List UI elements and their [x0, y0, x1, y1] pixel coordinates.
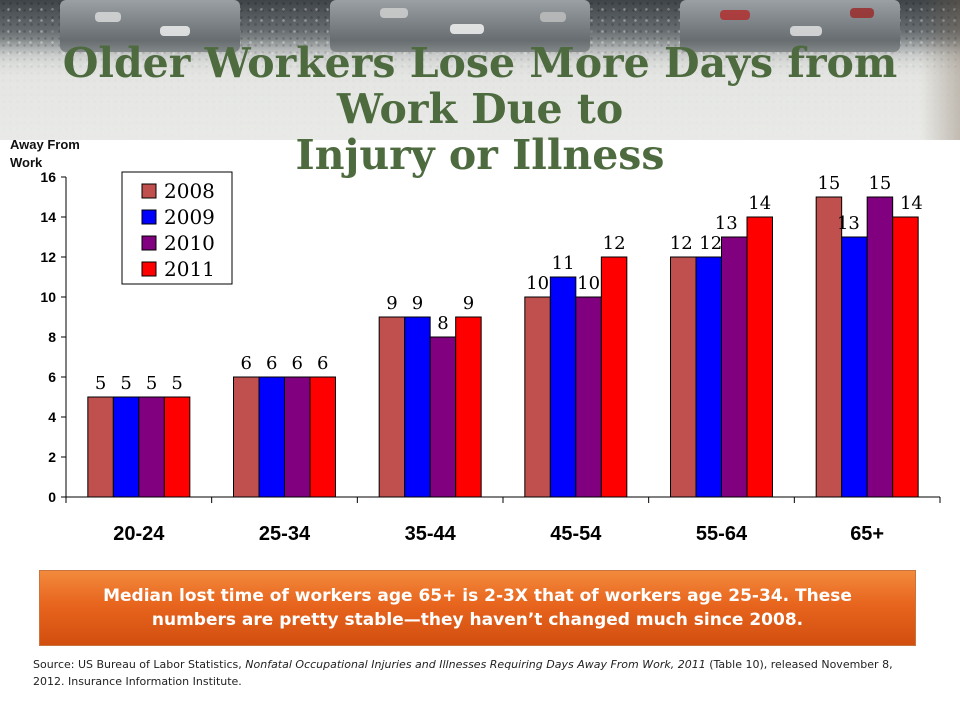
source-prefix: Source: US Bureau of Labor Statistics, — [33, 658, 246, 671]
legend-label-2010: 2010 — [164, 231, 215, 255]
bar-2010-45-54 — [575, 296, 602, 498]
legend-swatch-2008 — [141, 183, 157, 199]
y-tick-label: 2 — [48, 449, 56, 465]
y-tick-label: 14 — [40, 209, 56, 225]
y-tick-label: 10 — [40, 289, 56, 305]
bar-2008-25-34 — [233, 376, 260, 498]
bar-2009-35-44 — [404, 316, 431, 498]
bar-2011-45-54 — [600, 256, 628, 498]
data-label: 9 — [412, 293, 423, 314]
bar-2008-65+ — [815, 196, 843, 498]
source-suffix: (Table 10), released November 8, 2012. I… — [33, 658, 893, 688]
data-label: 6 — [317, 353, 328, 374]
bar-2009-20-24 — [112, 396, 140, 498]
data-label: 8 — [437, 313, 448, 334]
x-tick-label: 45-54 — [550, 523, 602, 545]
bar-2009-65+ — [841, 236, 868, 498]
y-tick-label: 0 — [48, 489, 56, 505]
x-tick-label: 55-64 — [696, 523, 748, 545]
data-label: 6 — [241, 353, 252, 374]
source-publication: Nonfatal Occupational Injuries and Illne… — [245, 658, 706, 671]
bar-2011-25-34 — [309, 376, 336, 498]
data-label: 12 — [670, 233, 693, 254]
y-tick-label: 8 — [48, 329, 56, 345]
data-label: 13 — [837, 213, 860, 234]
x-tick-label: 65+ — [850, 523, 884, 545]
data-label: 13 — [715, 213, 738, 234]
data-label: 14 — [748, 193, 771, 214]
bar-2010-25-34 — [284, 376, 311, 498]
data-label: 6 — [292, 353, 303, 374]
header-banner-image — [0, 0, 960, 140]
bar-2011-35-44 — [455, 316, 482, 498]
data-label: 15 — [868, 173, 891, 194]
x-tick-label: 35-44 — [405, 523, 457, 545]
data-label: 9 — [386, 293, 397, 314]
data-label: 15 — [817, 173, 840, 194]
legend-label-2009: 2009 — [164, 205, 215, 229]
bar-2009-45-54 — [549, 276, 577, 498]
data-label: 5 — [95, 373, 106, 394]
source-note: Source: US Bureau of Labor Statistics, N… — [33, 656, 913, 690]
slide-title-line-2: Injury or Illness — [295, 131, 665, 179]
bar-2009-55-64 — [695, 256, 722, 498]
bar-2010-20-24 — [138, 396, 165, 498]
bar-2011-55-64 — [746, 216, 773, 498]
bar-2008-45-54 — [524, 296, 551, 498]
data-label: 12 — [603, 233, 626, 254]
legend-label-2008: 2008 — [164, 179, 215, 203]
callout-text: Median lost time of workers age 65+ is 2… — [103, 586, 852, 630]
data-label: 14 — [900, 193, 923, 214]
data-label: 10 — [577, 273, 600, 294]
y-tick-label: 4 — [48, 409, 56, 425]
data-label: 5 — [146, 373, 157, 394]
data-label: 11 — [552, 253, 575, 274]
y-tick-label: 16 — [40, 169, 56, 185]
legend-label-2011: 2011 — [164, 257, 215, 281]
legend-box — [121, 171, 233, 285]
bar-2008-35-44 — [378, 316, 406, 498]
slide-title-line-1: Older Workers Lose More Days from Work D… — [62, 39, 898, 133]
callout-box: Median lost time of workers age 65+ is 2… — [39, 570, 916, 646]
x-tick-label: 25-34 — [259, 523, 311, 545]
data-label: 9 — [463, 293, 474, 314]
legend-swatch-2011 — [141, 261, 157, 277]
bar-2009-25-34 — [258, 376, 285, 498]
data-label: 6 — [266, 353, 277, 374]
data-label: 10 — [526, 273, 549, 294]
bar-2011-20-24 — [163, 396, 191, 498]
bar-2010-55-64 — [721, 236, 748, 498]
data-label: 5 — [171, 373, 182, 394]
data-label: 12 — [699, 233, 722, 254]
y-axis-label: Away From Work — [10, 137, 80, 170]
bar-2011-65+ — [892, 216, 919, 498]
data-label: 5 — [120, 373, 131, 394]
y-tick-label: 6 — [48, 369, 56, 385]
x-tick-label: 20-24 — [113, 523, 165, 545]
legend-swatch-2009 — [141, 209, 157, 225]
legend-swatch-2010 — [141, 235, 157, 251]
y-tick-label: 12 — [40, 249, 56, 265]
bar-2008-20-24 — [87, 396, 114, 498]
bar-2010-35-44 — [429, 336, 457, 498]
bar-2010-65+ — [866, 196, 894, 498]
bar-2008-55-64 — [670, 256, 697, 498]
slide-title: Older Workers Lose More Days from Work D… — [10, 40, 950, 178]
